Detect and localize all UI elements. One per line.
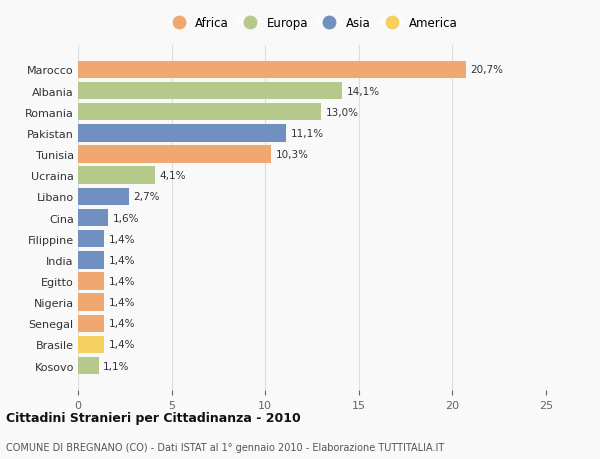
Text: 10,3%: 10,3% xyxy=(275,150,308,160)
Text: 1,4%: 1,4% xyxy=(109,255,136,265)
Text: 20,7%: 20,7% xyxy=(470,65,503,75)
Bar xyxy=(78,83,342,100)
Bar xyxy=(78,252,104,269)
Bar xyxy=(78,315,104,332)
Text: 13,0%: 13,0% xyxy=(326,107,359,118)
Text: 1,1%: 1,1% xyxy=(103,361,130,371)
Bar xyxy=(78,230,104,248)
Bar xyxy=(78,125,286,142)
Text: 1,4%: 1,4% xyxy=(109,340,136,350)
Text: 1,4%: 1,4% xyxy=(109,297,136,308)
Text: 2,7%: 2,7% xyxy=(133,192,160,202)
Bar xyxy=(78,167,155,185)
Text: COMUNE DI BREGNANO (CO) - Dati ISTAT al 1° gennaio 2010 - Elaborazione TUTTITALI: COMUNE DI BREGNANO (CO) - Dati ISTAT al … xyxy=(6,442,444,452)
Text: 1,4%: 1,4% xyxy=(109,234,136,244)
Bar xyxy=(78,188,128,206)
Text: 4,1%: 4,1% xyxy=(160,171,186,181)
Legend: Africa, Europa, Asia, America: Africa, Europa, Asia, America xyxy=(163,14,461,34)
Bar xyxy=(78,357,98,375)
Text: 1,4%: 1,4% xyxy=(109,276,136,286)
Bar xyxy=(78,209,108,227)
Bar xyxy=(78,273,104,290)
Text: Cittadini Stranieri per Cittadinanza - 2010: Cittadini Stranieri per Cittadinanza - 2… xyxy=(6,412,301,425)
Text: 14,1%: 14,1% xyxy=(347,86,380,96)
Text: 1,4%: 1,4% xyxy=(109,319,136,329)
Bar xyxy=(78,104,322,121)
Bar xyxy=(78,336,104,353)
Bar xyxy=(78,62,466,79)
Text: 11,1%: 11,1% xyxy=(290,129,323,139)
Text: 1,6%: 1,6% xyxy=(113,213,139,223)
Bar xyxy=(78,294,104,311)
Bar xyxy=(78,146,271,163)
